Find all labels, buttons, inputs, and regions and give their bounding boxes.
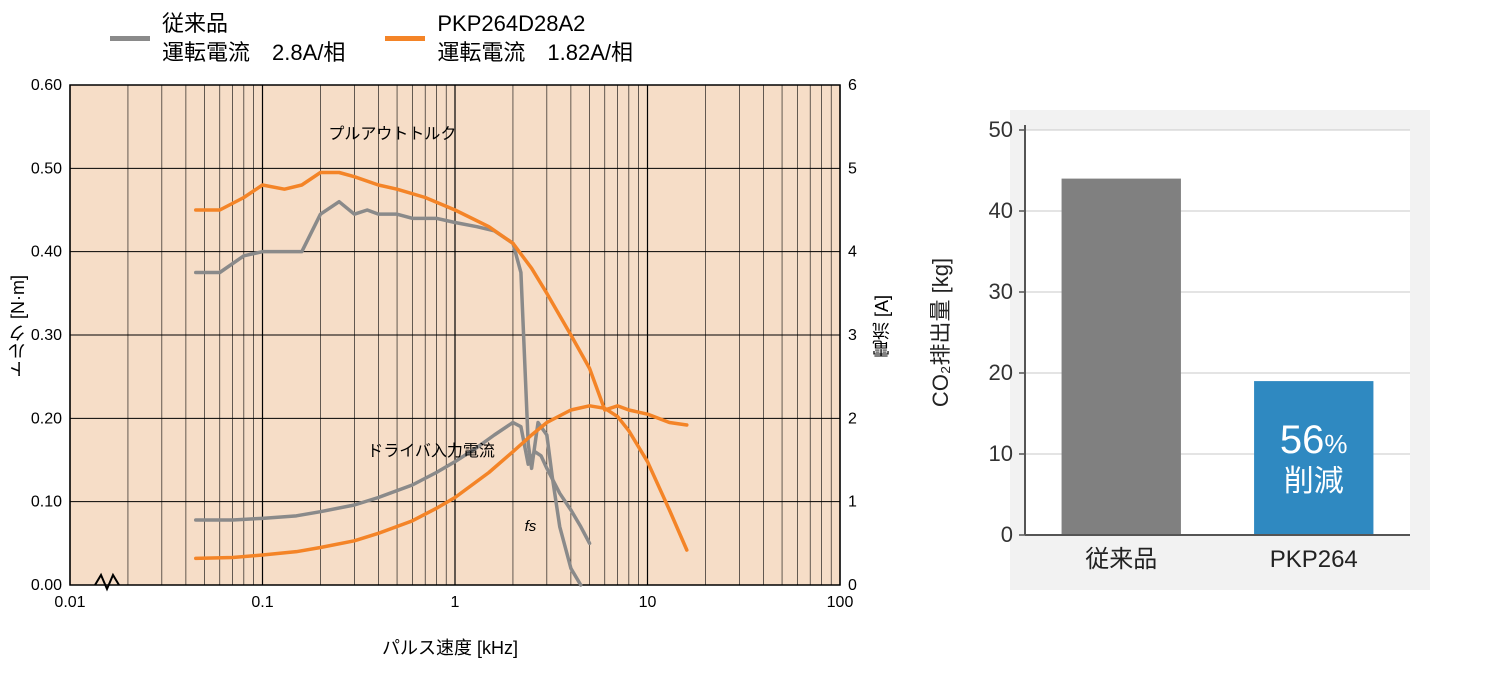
svg-text:0.60: 0.60 (31, 77, 62, 94)
svg-text:3: 3 (848, 327, 857, 344)
svg-text:10: 10 (989, 441, 1013, 466)
svg-text:CO₂排出量 [kg]: CO₂排出量 [kg] (930, 258, 953, 407)
legend-item-pkp: PKP264D28A2 運転電流 1.82A/相 (385, 10, 633, 67)
x-axis-label: パルス速度 [kHz] (382, 634, 518, 660)
svg-text:0.01: 0.01 (54, 594, 85, 611)
svg-text:1: 1 (451, 594, 460, 611)
callout-value: 56 (1280, 418, 1325, 462)
svg-text:0.40: 0.40 (31, 244, 62, 261)
legend-sub: 運転電流 2.8A/相 (162, 39, 345, 68)
callout-sub: 削減 (1284, 465, 1344, 498)
legend-swatch (385, 36, 425, 41)
svg-text:20: 20 (989, 360, 1013, 385)
svg-text:0.10: 0.10 (31, 494, 62, 511)
reduction-callout: 56% 削減 (1260, 416, 1367, 500)
legend-sub: 運転電流 1.82A/相 (437, 39, 633, 68)
callout-pct: % (1324, 429, 1347, 459)
svg-text:2: 2 (848, 411, 857, 428)
co2-bar-panel: 0 10 20 30 40 50 従来品 PKP264 CO₂排出量 [kg] 56% 削減 (930, 10, 1460, 590)
legend-title: 従来品 (162, 10, 345, 39)
svg-text:4: 4 (848, 244, 857, 261)
svg-text:0.30: 0.30 (31, 327, 62, 344)
svg-text:40: 40 (989, 198, 1013, 223)
y-axis-right-label: 電流 [A] (869, 295, 895, 358)
svg-text:1: 1 (848, 494, 857, 511)
svg-text:5: 5 (848, 161, 857, 178)
svg-text:プルアウトトルク: プルアウトトルク (328, 125, 456, 143)
line-chart: トルク [N·m] 電流 [A] パルス速度 [kHz] 0.000.100.2… (10, 75, 890, 655)
legend-swatch (110, 36, 150, 41)
svg-text:0: 0 (848, 577, 857, 594)
svg-text:50: 50 (989, 117, 1013, 142)
svg-text:0: 0 (1001, 522, 1013, 547)
svg-text:0.50: 0.50 (31, 161, 62, 178)
svg-text:従来品: 従来品 (1085, 546, 1157, 573)
legend-title: PKP264D28A2 (437, 10, 633, 39)
svg-text:fs: fs (525, 518, 537, 535)
svg-text:100: 100 (827, 594, 854, 611)
svg-text:0.1: 0.1 (251, 594, 273, 611)
bar-chart: 0 10 20 30 40 50 従来品 PKP264 CO₂排出量 [kg] 56% 削減 (930, 110, 1430, 590)
svg-text:10: 10 (639, 594, 657, 611)
svg-text:6: 6 (848, 77, 857, 94)
legend-item-conventional: 従来品 運転電流 2.8A/相 (110, 10, 345, 67)
svg-text:30: 30 (989, 279, 1013, 304)
svg-text:PKP264: PKP264 (1270, 546, 1358, 573)
svg-text:ドライバ入力電流: ドライバ入力電流 (367, 442, 495, 460)
torque-chart-panel: 従来品 運転電流 2.8A/相 PKP264D28A2 運転電流 1.82A/相… (10, 10, 890, 655)
svg-text:0.20: 0.20 (31, 411, 62, 428)
y-axis-left-label: トルク [N·m] (5, 275, 31, 378)
legend: 従来品 運転電流 2.8A/相 PKP264D28A2 運転電流 1.82A/相 (110, 10, 890, 67)
svg-text:0.00: 0.00 (31, 577, 62, 594)
